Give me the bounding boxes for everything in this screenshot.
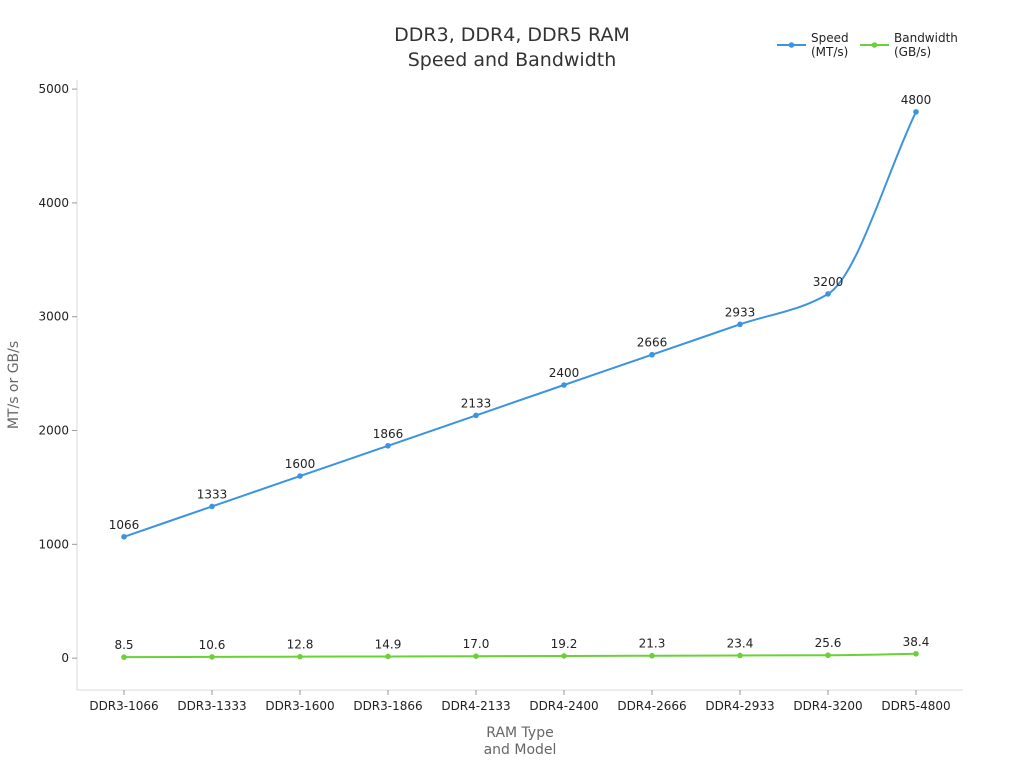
x-tick-label: DDR4-2133 — [441, 699, 510, 713]
y-axis-title: MT/s or GB/s — [6, 341, 22, 429]
data-label: 17.0 — [463, 637, 490, 651]
chart-title-line: Speed and Bandwidth — [408, 49, 617, 71]
data-point — [121, 534, 127, 540]
data-point — [209, 654, 215, 660]
data-label: 1600 — [285, 457, 316, 471]
data-point — [121, 654, 127, 660]
legend-item[interactable]: Speed(MT/s) — [777, 31, 849, 59]
data-label: 25.6 — [815, 636, 842, 650]
data-point — [913, 109, 919, 115]
legend-label: Bandwidth — [894, 31, 958, 45]
y-tick-label: 1000 — [38, 537, 69, 551]
data-label: 14.9 — [375, 637, 402, 651]
y-tick-label: 3000 — [38, 310, 69, 324]
chart-title: DDR3, DDR4, DDR5 RAM Speed and Bandwidth — [394, 24, 630, 71]
data-label: 21.3 — [639, 637, 666, 651]
data-point — [737, 321, 743, 328]
legend-item[interactable]: Bandwidth(GB/s) — [860, 31, 958, 59]
data-label: 38.4 — [903, 635, 930, 649]
x-tick-label: DDR4-3200 — [793, 699, 862, 713]
data-label: 2666 — [637, 336, 668, 350]
data-label: 23.4 — [727, 636, 754, 650]
y-tick-label: 5000 — [38, 82, 69, 96]
data-label: 12.8 — [287, 638, 314, 652]
data-point — [561, 653, 567, 659]
data-point — [209, 503, 215, 510]
data-label: 2933 — [725, 305, 756, 319]
y-tick-label: 2000 — [38, 424, 69, 438]
y-tick-label: 0 — [61, 651, 69, 665]
data-point — [737, 652, 743, 659]
legend-label: (GB/s) — [894, 45, 931, 59]
data-point — [825, 652, 831, 659]
x-tick-label: DDR3-1333 — [177, 699, 246, 713]
data-label: 1066 — [109, 518, 140, 532]
data-label: 3200 — [813, 275, 844, 289]
series-0: 1066 1333 1600 1866 2133 2400 2666 2933 3200 4800 — [109, 93, 932, 540]
data-label: 10.6 — [199, 638, 226, 652]
data-point — [649, 351, 655, 358]
x-tick-label: DDR4-2933 — [705, 699, 774, 713]
legend-marker — [788, 42, 795, 48]
data-point — [297, 473, 303, 479]
data-point — [825, 291, 831, 297]
data-point — [473, 653, 479, 659]
data-point — [561, 382, 567, 388]
series: 1066 1333 1600 1866 2133 2400 2666 2933 3200 4800… — [109, 93, 932, 660]
series-1: 8.5 10.6 12.8 14.9 17.0 19.2 21.3 23.4 25.6 38.4 — [114, 635, 929, 660]
data-point — [385, 442, 391, 449]
x-tick-label: DDR3-1866 — [353, 699, 422, 713]
legend-label: (MT/s) — [811, 45, 848, 59]
legend-marker — [871, 42, 878, 48]
y-tick-label: 4000 — [38, 196, 69, 210]
data-label: 8.5 — [114, 638, 133, 652]
data-point — [385, 653, 391, 660]
data-label: 1333 — [197, 487, 228, 501]
x-tick-label: DDR4-2400 — [529, 699, 598, 713]
data-label: 19.2 — [551, 637, 578, 651]
x-tick-label: DDR3-1600 — [265, 699, 334, 713]
data-point — [649, 652, 655, 659]
chart-title-line: DDR3, DDR4, DDR5 RAM — [394, 24, 630, 46]
legend-label: Speed — [811, 31, 849, 45]
x-tick-label: DDR4-2666 — [617, 699, 686, 713]
series-line — [123, 652, 917, 659]
x-tick-label: DDR5-4800 — [881, 699, 950, 713]
data-point — [297, 653, 303, 660]
data-label: 4800 — [901, 93, 932, 107]
x-axis-title: and Model — [484, 742, 557, 758]
data-point — [913, 650, 919, 657]
data-point — [473, 412, 479, 419]
series-line — [123, 111, 917, 538]
axes: 0 1000 2000 3000 4000 5000 DDR3-1066 DDR3-1333 D… — [6, 80, 963, 758]
data-label: 2400 — [549, 366, 580, 380]
data-label: 2133 — [461, 396, 492, 410]
x-tick-label: DDR3-1066 — [89, 699, 158, 713]
legend[interactable]: Speed(MT/s) Bandwidth(GB/s) — [777, 31, 958, 59]
x-axis-title: RAM Type — [486, 725, 553, 741]
data-label: 1866 — [373, 427, 404, 441]
